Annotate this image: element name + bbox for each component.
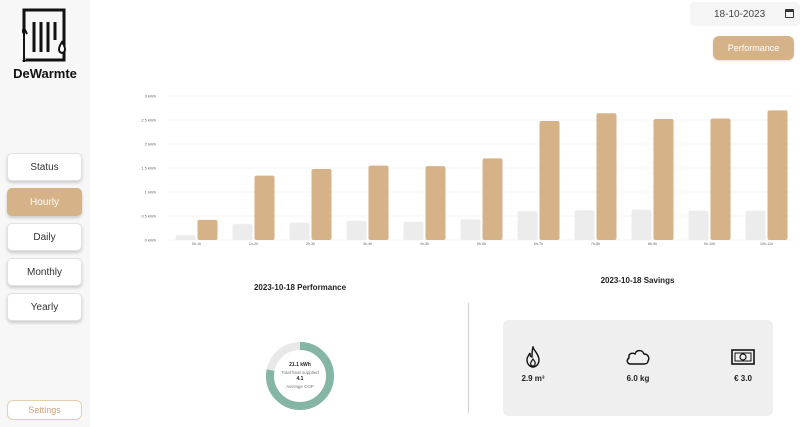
nav-status-button[interactable]: Status: [7, 153, 82, 181]
date-input[interactable]: 18-10-2023: [690, 2, 800, 26]
bar-light[interactable]: [745, 210, 766, 240]
total-heat-label: Total heat supplied: [281, 370, 319, 375]
hourly-bar-chart: 0 kWh 0.5 kWh 1 kWh 1.5 kWh 2 kWh 2.5 kWh 3 kW…: [141, 94, 795, 246]
settings-button[interactable]: Settings: [7, 400, 82, 420]
x-tick-label: 1h-2h: [249, 242, 258, 246]
bar-heat[interactable]: [482, 158, 503, 240]
money-icon: [731, 349, 755, 365]
gas-saving-value: 2.9 m³: [521, 374, 545, 383]
x-tick-label: 8h-9h: [648, 242, 657, 246]
performance-title: 2023-10-18 Performance: [253, 283, 347, 292]
bar-light[interactable]: [232, 224, 253, 240]
bar-heat[interactable]: [368, 165, 389, 240]
cop-donut-chart: [266, 342, 334, 410]
savings-card: 2.9 m³ 6.0 kg € 3.0: [503, 320, 773, 416]
bar-heat[interactable]: [767, 110, 788, 241]
x-tick-label: 4h-5h: [420, 242, 429, 246]
x-tick-label: 0h-1h: [192, 242, 201, 246]
gas-saving: 2.9 m³: [503, 346, 563, 383]
cop-value: 4.1: [296, 376, 304, 382]
flame-icon: [526, 346, 540, 368]
y-tick-label: 0.5 kWh: [141, 214, 156, 219]
x-tick-label: 9h-10h: [704, 242, 715, 246]
bar-light[interactable]: [688, 210, 709, 240]
x-tick-label: 7h-8h: [591, 242, 600, 246]
bar-heat[interactable]: [596, 113, 617, 240]
bar-heat[interactable]: [539, 120, 560, 240]
bar-light[interactable]: [289, 222, 310, 240]
bar-light[interactable]: [460, 219, 481, 240]
bar-heat[interactable]: [653, 119, 674, 240]
x-tick-label: 2h-3h: [306, 242, 315, 246]
money-saving-value: € 3.0: [734, 374, 752, 383]
x-tick-label: 6h-7h: [534, 242, 543, 246]
savings-title: 2023-10-18 Savings: [600, 276, 675, 285]
cloud-icon: [626, 349, 650, 365]
bar-light[interactable]: [403, 221, 424, 240]
co2-saving-value: 6.0 kg: [626, 374, 650, 383]
sidebar: DeWarmte Status Hourly Daily Monthly Yea…: [0, 0, 90, 427]
y-tick-label: 2.5 kWh: [141, 118, 156, 123]
bar-light[interactable]: [574, 210, 595, 240]
nav-daily-button[interactable]: Daily: [7, 223, 82, 251]
donut-arc: [266, 342, 334, 410]
bar-heat[interactable]: [197, 219, 218, 240]
performance-button[interactable]: Performance: [713, 36, 794, 60]
nav-hourly-button[interactable]: Hourly: [7, 188, 82, 216]
co2-saving: 6.0 kg: [608, 346, 668, 383]
bar-light[interactable]: [631, 209, 652, 240]
dewarmte-logo-icon: [22, 8, 66, 62]
y-tick-label: 1 kWh: [145, 190, 156, 195]
date-value: 18-10-2023: [714, 8, 766, 20]
money-saving: € 3.0: [713, 346, 773, 383]
brand-name: DeWarmte: [13, 66, 77, 81]
cop-label: Average COP: [286, 384, 314, 389]
bar-light[interactable]: [517, 211, 538, 240]
y-tick-label: 0 kWh: [145, 238, 156, 243]
y-tick-label: 2 kWh: [145, 142, 156, 147]
donut-center: 21.1 kWh Total heat supplied 4.1 Average…: [265, 341, 335, 411]
nav-monthly-button[interactable]: Monthly: [7, 258, 82, 286]
calendar-icon[interactable]: [785, 9, 794, 18]
x-tick-label: 3h-4h: [363, 242, 372, 246]
y-tick-label: 3 kWh: [145, 94, 156, 99]
bar-light[interactable]: [175, 235, 196, 240]
bar-heat[interactable]: [425, 166, 446, 240]
y-tick-label: 1.5 kWh: [141, 166, 156, 171]
x-tick-label: 10h-11h: [760, 242, 773, 246]
x-tick-label: 5h-6h: [477, 242, 486, 246]
bar-heat[interactable]: [254, 175, 275, 240]
total-heat-value: 21.1 kWh: [289, 362, 311, 368]
bar-heat[interactable]: [710, 118, 731, 240]
bar-heat[interactable]: [311, 168, 332, 240]
bar-light[interactable]: [346, 220, 367, 240]
nav-yearly-button[interactable]: Yearly: [7, 293, 82, 321]
panel-divider: [468, 303, 469, 413]
